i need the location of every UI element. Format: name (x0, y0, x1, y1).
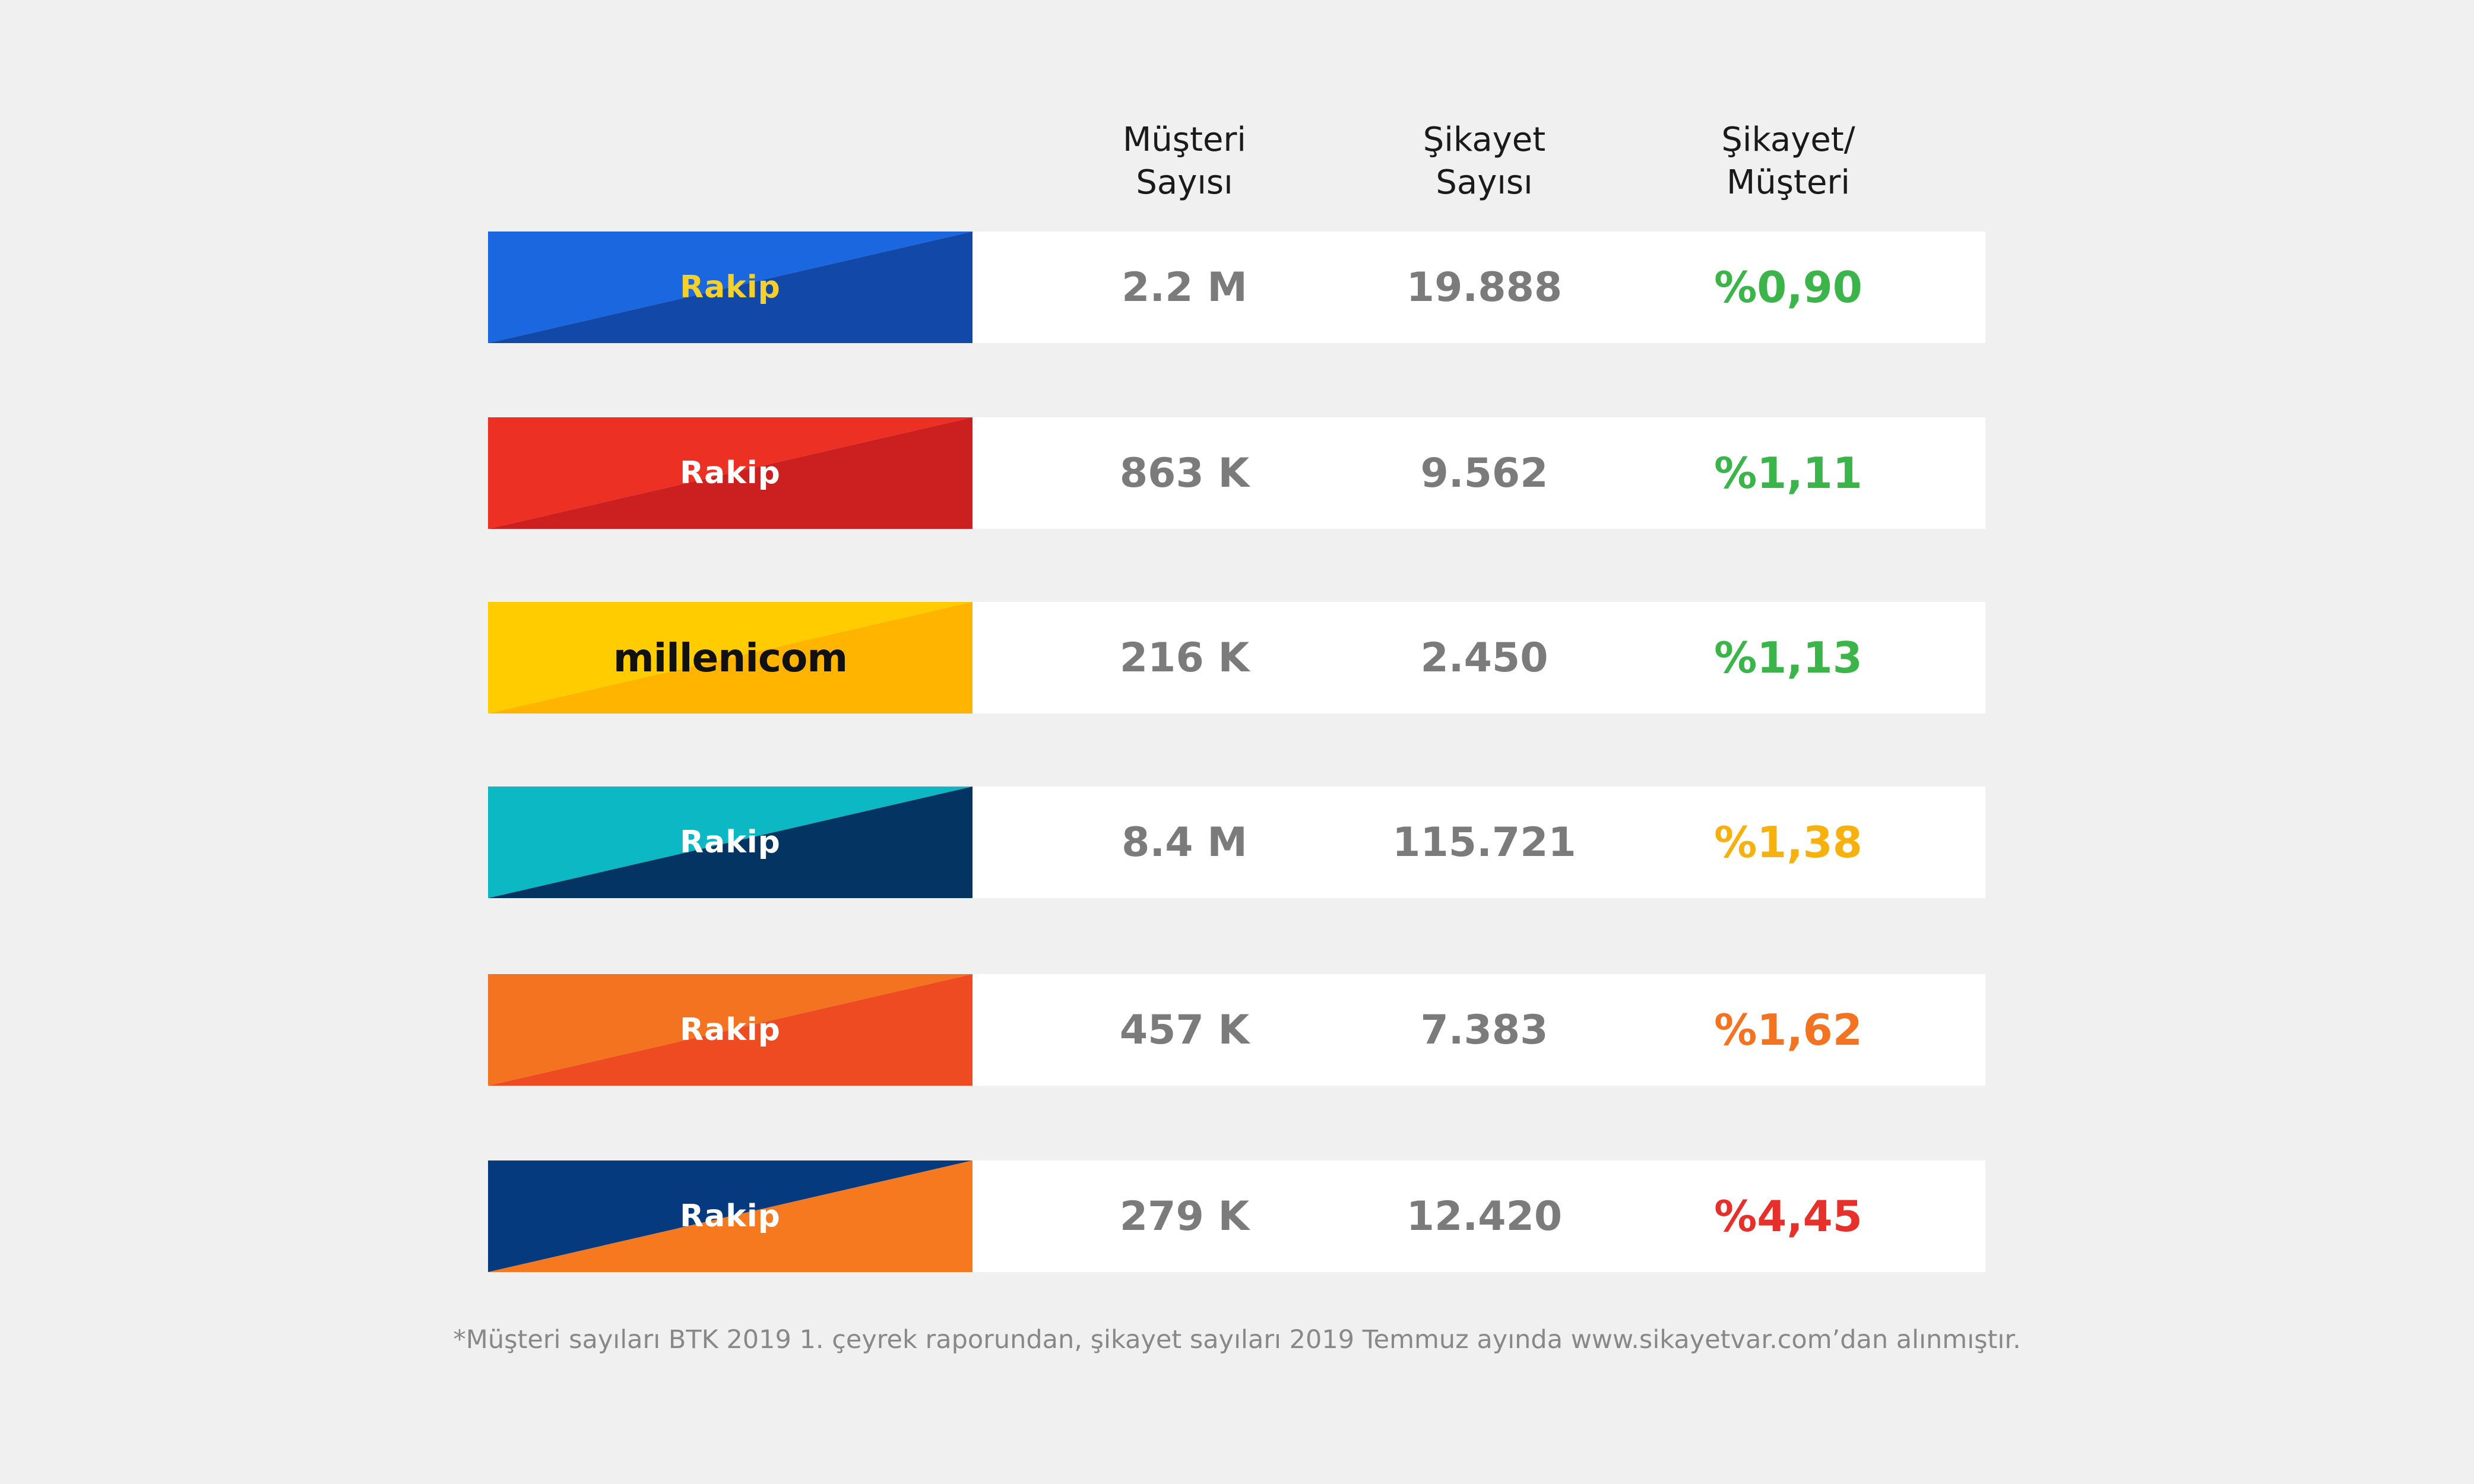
table-row: Rakip 863 K 9.562 %1,11 (488, 417, 1985, 529)
complaint-count-cell: 7.383 (1420, 1006, 1548, 1054)
logo-triangle-dark (488, 417, 973, 529)
table-row: millenicom 216 K 2.450 %1,13 (488, 602, 1985, 714)
complaint-ratio-cell: %0,90 (1714, 262, 1862, 312)
provider-name: millenicom (613, 635, 848, 681)
provider-logo: millenicom (488, 602, 973, 714)
header-complaint-count-line2: Sayısı (1436, 163, 1533, 202)
logo-background (488, 787, 973, 898)
complaint-ratio-cell: %4,45 (1714, 1191, 1862, 1241)
table-row: Rakip 2.2 M 19.888 %0,90 (488, 232, 1985, 343)
complaint-ratio-cell: %1,13 (1714, 633, 1862, 683)
customer-count-cell: 8.4 M (1122, 819, 1247, 866)
provider-name: Rakip (680, 1012, 781, 1048)
provider-name: Rakip (680, 455, 781, 491)
table-row: Rakip 8.4 M 115.721 %1,38 (488, 787, 1985, 898)
header-customer-count: Müşteri Sayısı (1066, 119, 1303, 204)
provider-logo: Rakip (488, 974, 973, 1086)
customer-count-cell: 2.2 M (1122, 264, 1247, 311)
logo-triangle-dark (488, 787, 973, 898)
header-complaint-count: Şikayet Sayısı (1366, 119, 1603, 204)
header-customer-count-line1: Müşteri (1123, 121, 1246, 159)
table-row: Rakip 279 K 12.420 %4,45 (488, 1160, 1985, 1272)
header-complaint-ratio: Şikayet/ Müşteri (1670, 119, 1907, 204)
complaint-ratio-cell: %1,11 (1714, 448, 1862, 498)
provider-logo: Rakip (488, 1160, 973, 1272)
logo-triangle-dark (488, 1160, 973, 1272)
customer-count-cell: 279 K (1119, 1193, 1250, 1240)
logo-background (488, 232, 973, 343)
logo-background (488, 417, 973, 529)
header-customer-count-line2: Sayısı (1136, 163, 1233, 202)
provider-name: Rakip (680, 1198, 781, 1234)
logo-triangle-dark (488, 602, 973, 714)
logo-background (488, 1160, 973, 1272)
logo-background (488, 974, 973, 1086)
complaint-ratio-cell: %1,62 (1714, 1005, 1862, 1055)
complaint-count-cell: 9.562 (1420, 449, 1548, 497)
complaint-count-cell: 115.721 (1392, 819, 1576, 866)
complaint-count-cell: 12.420 (1406, 1193, 1563, 1240)
complaint-ratio-cell: %1,38 (1714, 817, 1862, 867)
provider-logo: Rakip (488, 417, 973, 529)
provider-name: Rakip (680, 825, 781, 860)
provider-name: Rakip (680, 269, 781, 305)
logo-triangle-dark (488, 974, 973, 1086)
logo-triangle-dark (488, 232, 973, 343)
header-complaint-ratio-line2: Müşteri (1727, 163, 1850, 202)
complaint-count-cell: 2.450 (1420, 634, 1548, 681)
complaint-count-cell: 19.888 (1406, 264, 1563, 311)
customer-count-cell: 863 K (1119, 449, 1250, 497)
table-row: Rakip 457 K 7.383 %1,62 (488, 974, 1985, 1086)
provider-logo: Rakip (488, 232, 973, 343)
header-complaint-count-line1: Şikayet (1423, 121, 1546, 159)
customer-count-cell: 216 K (1119, 634, 1250, 681)
header-complaint-ratio-line1: Şikayet/ (1721, 121, 1855, 159)
source-footnote: *Müşteri sayıları BTK 2019 1. çeyrek rap… (453, 1325, 2021, 1355)
logo-background (488, 602, 973, 714)
provider-logo: Rakip (488, 787, 973, 898)
customer-count-cell: 457 K (1119, 1006, 1250, 1054)
